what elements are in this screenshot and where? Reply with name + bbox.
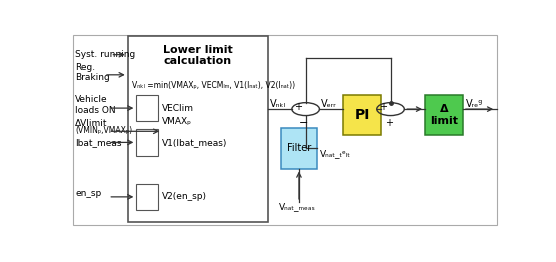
Text: Δ
limit: Δ limit [430, 104, 458, 126]
Text: Vₙₐₜ_ₜᵉₗₜ: Vₙₐₜ_ₜᵉₗₜ [320, 149, 350, 158]
Text: +: + [379, 102, 387, 112]
Text: (VMINₚ,VMAXₚ): (VMINₚ,VMAXₚ) [75, 126, 132, 135]
FancyBboxPatch shape [128, 36, 268, 222]
Text: −: − [299, 118, 309, 128]
FancyBboxPatch shape [136, 129, 158, 156]
Text: V2(en_sp): V2(en_sp) [162, 192, 207, 201]
FancyBboxPatch shape [136, 184, 158, 210]
FancyBboxPatch shape [425, 95, 463, 135]
Text: Ibat_meas: Ibat_meas [75, 138, 122, 147]
Text: Vₑᵣᵣ: Vₑᵣᵣ [321, 99, 337, 109]
Text: Vₙₐₜ_ₘₑₐₛ: Vₙₐₜ_ₘₑₐₛ [279, 203, 315, 211]
Text: V1(Ibat_meas): V1(Ibat_meas) [162, 138, 227, 147]
FancyBboxPatch shape [281, 128, 317, 169]
Text: Reg.
Braking: Reg. Braking [75, 63, 110, 83]
Text: Vehicle
loads ON: Vehicle loads ON [75, 95, 116, 115]
Text: ΔVlimit: ΔVlimit [75, 119, 108, 128]
FancyBboxPatch shape [136, 95, 158, 121]
Text: Vₙₖₗ =min(VMAXₚ, VECMₗₘ, V1(Iₙₐₜ), V2(Iₙₐₜ)): Vₙₖₗ =min(VMAXₚ, VECMₗₘ, V1(Iₙₐₜ), V2(Iₙ… [132, 81, 295, 90]
FancyBboxPatch shape [73, 35, 497, 225]
Text: VEClim: VEClim [162, 103, 194, 113]
Text: PI: PI [354, 108, 370, 122]
Text: Syst. running: Syst. running [75, 50, 135, 59]
Text: VMAXₚ: VMAXₚ [162, 117, 192, 126]
Text: en_sp: en_sp [75, 189, 101, 198]
Text: Vᵣₑᵍ: Vᵣₑᵍ [465, 99, 483, 109]
Text: +: + [294, 102, 302, 112]
Text: Filter: Filter [287, 144, 311, 154]
Text: Lower limit
calculation: Lower limit calculation [162, 45, 232, 67]
Text: +: + [385, 118, 393, 128]
Text: Vₙₖₗ: Vₙₖₗ [270, 99, 286, 109]
FancyBboxPatch shape [343, 95, 381, 135]
